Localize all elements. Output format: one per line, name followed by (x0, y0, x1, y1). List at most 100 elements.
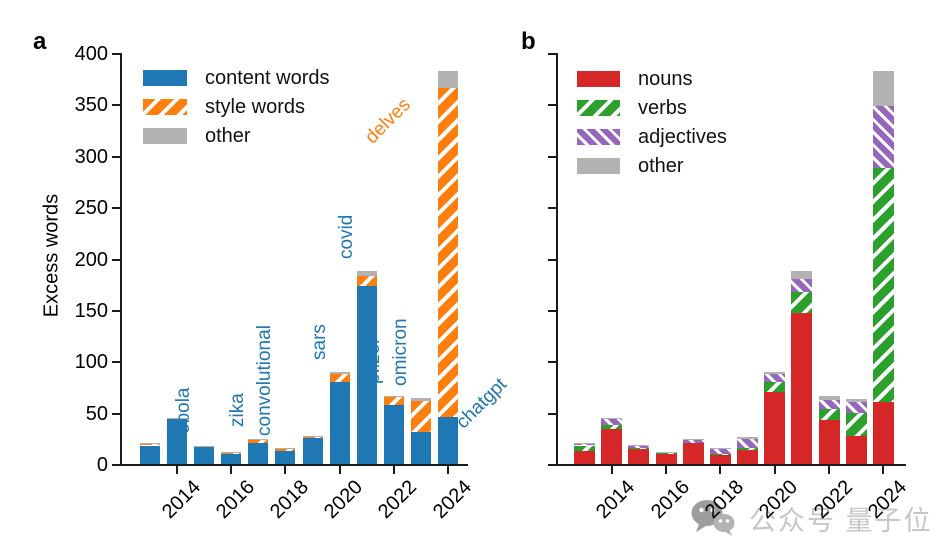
bar-2014-style-words (167, 418, 188, 419)
y-tick (112, 464, 120, 466)
other-swatch (577, 158, 620, 174)
x-tick-label: 2022 (374, 476, 422, 524)
y-tick (548, 309, 556, 312)
wechat-icon (691, 500, 735, 536)
bar-2022-other (383, 396, 404, 398)
y-tick (548, 412, 556, 415)
bar-2023-content-words (410, 432, 431, 464)
x-tick-label: 2014 (592, 476, 640, 524)
annotation-ebola: ebola (173, 387, 195, 434)
annotation-zika: zika (227, 393, 249, 428)
watermark-text: 公众号 量子位 (749, 506, 933, 536)
bar-2022-verbs (818, 408, 840, 420)
bar-2016-verbs (655, 453, 677, 454)
bar-2023-other (410, 398, 431, 402)
bar-2019-verbs (737, 448, 759, 450)
bar-2020-adjectives (764, 373, 786, 382)
bar-2017-other (682, 439, 704, 440)
bar-2022-nouns (818, 419, 840, 464)
bar-2021-nouns (791, 312, 813, 464)
bar-2021-style-words (356, 275, 377, 287)
x-tick (610, 466, 613, 474)
bar-2020-style-words (329, 373, 350, 382)
annotation-sars: sars (308, 323, 330, 360)
legend-label: content words (205, 67, 330, 89)
legend-row: verbs (577, 98, 727, 118)
bar-2017-style-words (248, 440, 269, 444)
y-tick-label: 300 (74, 145, 108, 168)
x-tick-label: 2020 (320, 476, 368, 524)
bar-2015-other (194, 445, 215, 446)
legend-label: other (205, 125, 251, 147)
bar-2014-content-words (167, 418, 188, 464)
y-tick-label: 350 (74, 94, 108, 117)
bar-2023-adjectives (845, 402, 867, 413)
other-swatch (143, 128, 187, 144)
y-tick (112, 412, 120, 415)
x-tick (284, 466, 287, 474)
x-axis-spine (120, 464, 468, 466)
bar-2015-verbs (628, 447, 650, 449)
annotation-omicron: omicron (389, 318, 411, 387)
bar-2013-verbs (574, 445, 595, 451)
x-tick (719, 466, 722, 474)
bar-2024-nouns (872, 402, 894, 464)
x-tick-label: 2016 (211, 476, 259, 524)
legend-panel-b: nouns verbs adjectives other (577, 69, 727, 187)
verbs-swatch (577, 100, 620, 116)
bar-2017-adjectives (682, 439, 704, 443)
y-tick-label: 250 (74, 197, 108, 220)
style-words-swatch (143, 99, 187, 115)
y-tick (112, 53, 120, 55)
bar-2016-style-words (221, 452, 242, 454)
annotation-chatgpt: chatgpt (452, 374, 512, 433)
bar-2021-content-words (356, 286, 377, 464)
x-tick-label: 2014 (157, 476, 205, 524)
legend-row: other (577, 156, 727, 176)
x-tick-label: 2024 (428, 476, 476, 524)
bar-2013-other (574, 443, 595, 445)
bar-2014-other (601, 417, 623, 419)
bar-2019-other (302, 436, 323, 438)
y-tick-label: 0 (96, 454, 108, 476)
bar-2021-other (356, 270, 377, 276)
x-tick (773, 466, 776, 474)
bar-2021-other (791, 270, 813, 280)
bar-2020-verbs (764, 381, 786, 393)
y-tick-label: 200 (74, 248, 108, 271)
y-tick (548, 104, 556, 107)
bar-2024-adjectives (872, 106, 894, 169)
bar-2016-content-words (221, 453, 242, 464)
x-tick (828, 466, 831, 474)
x-tick (338, 466, 341, 474)
bar-2018-adjectives (709, 448, 731, 454)
panel-letter-a: a (33, 28, 47, 55)
x-tick-label: 2018 (265, 476, 314, 524)
content-words-swatch (143, 70, 187, 86)
bar-2017-other (248, 439, 269, 441)
bar-2013-other (140, 443, 160, 444)
bar-2016-other (655, 451, 677, 453)
annotation-delves: delves (361, 94, 415, 148)
bar-2016-adjectives (655, 452, 677, 454)
bar-2014-verbs (601, 424, 623, 430)
bar-2013-adjectives (574, 444, 595, 446)
watermark: 公众号 量子位 (691, 499, 933, 538)
legend-panel-a: content words style words other (143, 67, 330, 157)
bar-2015-style-words (194, 446, 215, 447)
y-tick-label: 50 (85, 402, 108, 425)
bar-2018-style-words (275, 448, 296, 451)
bar-2024-other (872, 71, 894, 107)
annotation-covid: covid (335, 214, 357, 259)
bar-2013-style-words (140, 443, 160, 446)
bar-2019-other (737, 437, 759, 439)
bar-2018-other (709, 447, 731, 449)
bar-2019-style-words (302, 437, 323, 439)
bar-2017-content-words (248, 443, 269, 464)
bar-2022-adjectives (818, 400, 840, 409)
bar-2020-content-words (329, 381, 350, 464)
bar-2018-nouns (709, 454, 731, 464)
bar-2019-content-words (302, 438, 323, 464)
bar-2018-content-words (275, 450, 296, 464)
